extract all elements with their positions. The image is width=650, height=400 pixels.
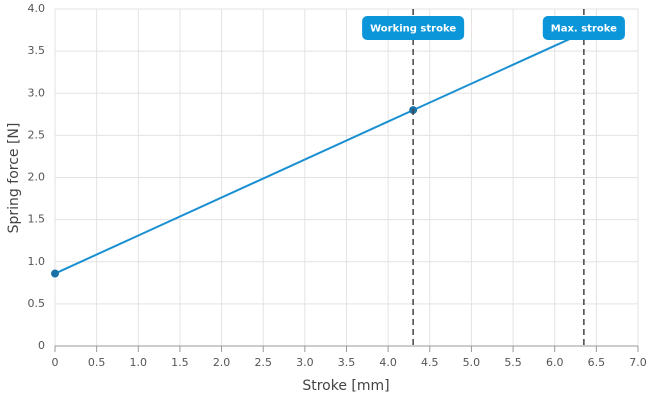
y-tick-label: 0 [38,339,45,352]
x-tick-label: 1.0 [130,356,148,369]
x-tick-label: 3.5 [338,356,356,369]
x-tick-label: 0 [52,356,59,369]
y-tick-label: 1.5 [28,213,46,226]
y-axis-title: Spring force [N] [6,123,22,234]
x-tick-label: 0.5 [88,356,106,369]
y-tick-label: 1.0 [28,255,46,268]
marker [51,269,59,278]
y-tick-label: 0.5 [28,297,46,310]
x-axis-title: Stroke [mm] [302,378,389,394]
x-tick-label: 3.0 [296,356,314,369]
x-tick-label: 6.0 [546,356,564,369]
y-tick-label: 4.0 [28,2,46,15]
x-tick-label: 6.5 [588,356,606,369]
y-tick-label: 3.5 [28,44,46,57]
line [54,31,585,275]
x-tick-label: 4.0 [379,356,397,369]
y-tick-label: 2.0 [28,171,46,184]
annotation-label: Working stroke [370,24,456,35]
x-tick-label: 2.0 [213,356,231,369]
annotation: Max. stroke [542,16,625,40]
x-tick-label: 5.5 [504,356,522,369]
x-tick-label: 1.5 [171,356,189,369]
annotation-box [542,16,625,40]
x-tick-label: 5.0 [463,356,481,369]
annotation: Working stroke [362,16,465,40]
annotation-label: Max. stroke [551,24,617,35]
y-tick-label: 2.5 [28,128,46,141]
x-tick-label: 2.5 [254,356,272,369]
x-tick-label: 4.5 [421,356,439,369]
y-tick-label: 3.0 [28,86,46,99]
x-tick-label: 7.0 [629,356,647,369]
annotation-box [362,16,465,40]
